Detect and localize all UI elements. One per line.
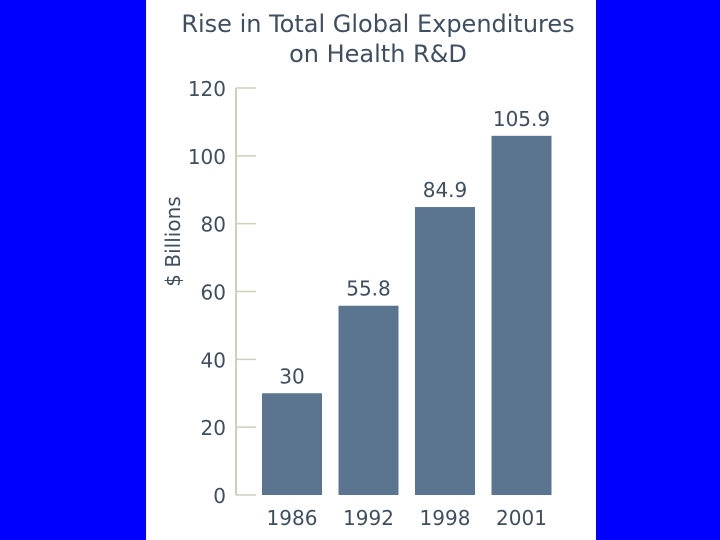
y-tick-label-80: 80 (201, 213, 226, 237)
bar-1998 (415, 207, 475, 496)
chart-title-line-1: Rise in Total Global Expenditures (181, 10, 574, 38)
x-tick-label-1998: 1998 (420, 506, 471, 530)
bar-2001 (491, 135, 552, 495)
data-label-1998: 84.9 (423, 178, 468, 202)
bar-1986 (262, 393, 322, 495)
y-tick-label-0: 0 (213, 484, 226, 508)
y-axis-label: $ Billions (161, 196, 185, 286)
y-tick-label-100: 100 (188, 145, 226, 169)
data-label-2001: 105.9 (493, 107, 550, 131)
x-tick-label-1992: 1992 (343, 506, 394, 530)
data-label-1992: 55.8 (346, 277, 391, 301)
y-tick-label-20: 20 (201, 416, 226, 440)
y-tick-label-120: 120 (188, 77, 226, 101)
x-tick-label-2001: 2001 (496, 506, 547, 530)
chart-title-line-2: on Health R&D (289, 40, 467, 68)
y-tick-label-60: 60 (201, 281, 226, 305)
y-tick-label-40: 40 (201, 348, 226, 372)
bar-1992 (338, 305, 399, 495)
x-tick-label-1986: 1986 (267, 506, 318, 530)
chart-panel: Rise in Total Global Expenditures on Heal… (146, 0, 596, 540)
data-label-1986: 30 (279, 364, 304, 388)
